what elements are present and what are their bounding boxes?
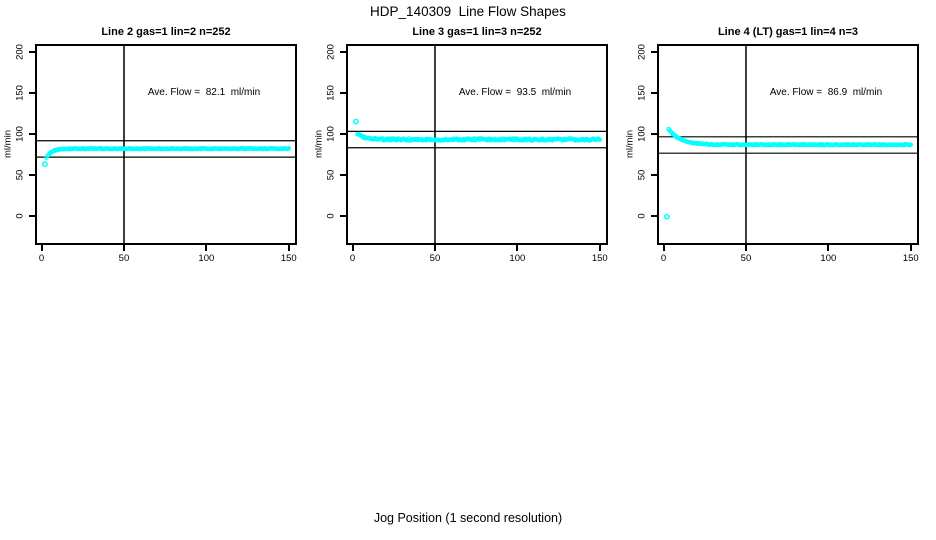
y-tick-label: 50 [14,169,26,181]
x-tick-mark [122,245,125,251]
scatter-svg [35,44,297,245]
panel-title: Line 3 gas=1 lin=3 n=252 [412,26,542,38]
y-tick-label: 200 [325,44,337,61]
x-tick-mark [744,245,747,251]
flow-outlier-point [352,118,359,125]
main-title: HDP_140309 Line Flow Shapes [370,4,566,19]
x-tick-mark [598,245,601,251]
x-tick-mark [909,245,912,251]
y-tick-label: 100 [14,126,26,143]
y-tick-label: 150 [636,85,648,102]
y-tick-mark [29,133,35,136]
x-tick-label: 0 [349,253,356,264]
ave-flow-annotation: Ave. Flow = 93.5 ml/min [458,87,572,98]
x-tick-mark [827,245,830,251]
y-tick-mark [651,133,657,136]
y-tick-label: 0 [14,213,26,219]
y-tick-mark [29,174,35,177]
y-tick-label: 150 [14,85,26,102]
x-tick-label: 50 [429,253,441,264]
y-tick-label: 0 [636,213,648,219]
y-tick-mark [340,51,346,54]
x-axis-label: Jog Position (1 second resolution) [373,511,563,525]
y-axis-label: ml/min [2,130,14,158]
panel-title: Line 2 gas=1 lin=2 n=252 [101,26,231,38]
ave-flow-annotation: Ave. Flow = 82.1 ml/min [147,87,261,98]
y-tick-label: 150 [325,85,337,102]
ave-flow-annotation: Ave. Flow = 86.9 ml/min [769,87,883,98]
plot-area: Ave. Flow = 93.5 ml/min [346,44,608,245]
x-tick-label: 50 [740,253,752,264]
y-axis-label: ml/min [624,130,636,158]
x-tick-label: 50 [118,253,130,264]
x-tick-label: 150 [902,253,919,264]
x-tick-mark [287,245,290,251]
x-tick-label: 150 [280,253,297,264]
x-tick-mark [205,245,208,251]
y-tick-mark [340,215,346,218]
y-axis-label: ml/min [313,130,325,158]
y-tick-mark [651,51,657,54]
flow-data-point [908,142,914,147]
panel-line4: Line 4 (LT) gas=1 lin=4 n=3 ml/min Ave. … [622,24,922,274]
y-tick-label: 200 [14,44,26,61]
y-tick-label: 200 [636,44,648,61]
y-tick-mark [29,92,35,95]
x-tick-mark [433,245,436,251]
plot-area: Ave. Flow = 82.1 ml/min [35,44,297,245]
flow-outlier-point [41,161,48,168]
y-tick-label: 100 [325,126,337,143]
flow-outlier-point [663,213,670,220]
x-tick-label: 100 [820,253,837,264]
panel-line3: Line 3 gas=1 lin=3 n=252 ml/min Ave. Flo… [311,24,611,274]
y-tick-label: 50 [325,169,337,181]
panel-title: Line 4 (LT) gas=1 lin=4 n=3 [717,26,859,38]
x-tick-label: 0 [38,253,45,264]
plot-area: Ave. Flow = 86.9 ml/min [657,44,919,245]
x-tick-mark [351,245,354,251]
y-tick-label: 100 [636,126,648,143]
y-tick-mark [651,92,657,95]
x-tick-mark [40,245,43,251]
panel-line2: Line 2 gas=1 lin=2 n=252 ml/min Ave. Flo… [0,24,300,274]
y-tick-mark [340,92,346,95]
y-tick-mark [340,133,346,136]
x-tick-label: 150 [591,253,608,264]
y-tick-mark [29,51,35,54]
x-tick-label: 0 [660,253,667,264]
x-tick-label: 100 [198,253,215,264]
x-tick-mark [516,245,519,251]
y-tick-mark [651,174,657,177]
y-tick-mark [29,215,35,218]
scatter-svg [657,44,919,245]
y-tick-mark [340,174,346,177]
flow-data-point [597,137,603,142]
flow-data-point [286,146,292,151]
x-tick-label: 100 [509,253,526,264]
scatter-svg [346,44,608,245]
y-tick-label: 0 [325,213,337,219]
y-tick-mark [651,215,657,218]
y-tick-label: 50 [636,169,648,181]
x-tick-mark [662,245,665,251]
